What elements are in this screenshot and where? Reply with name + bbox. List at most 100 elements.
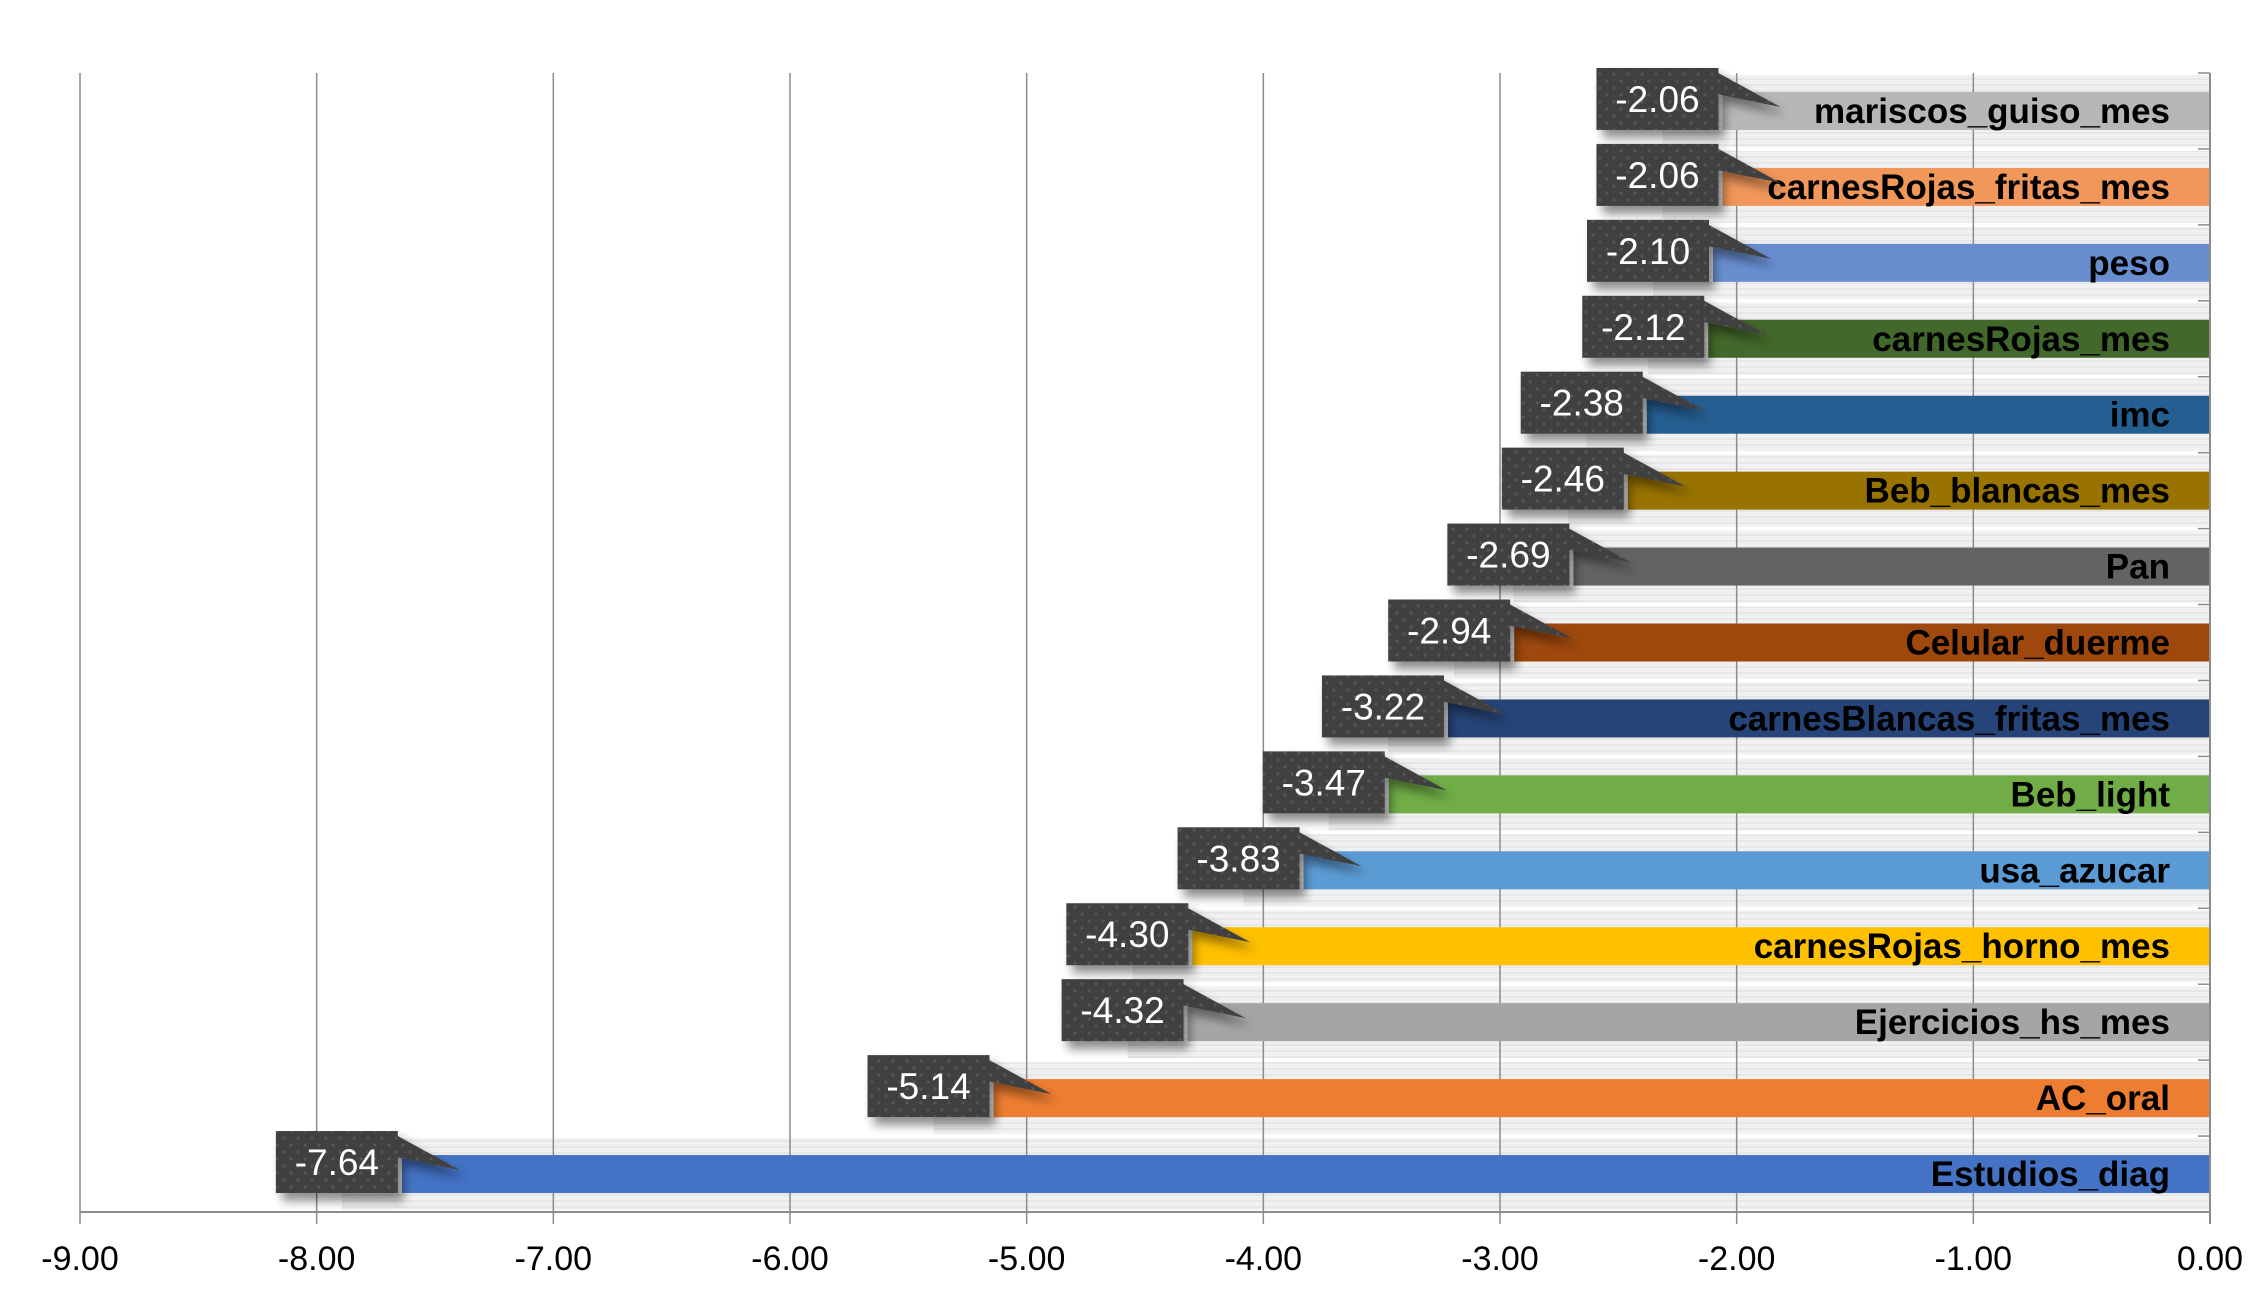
value-label: -7.64	[295, 1142, 379, 1183]
value-callout: -2.12	[1582, 295, 1767, 358]
callout-pointer	[1508, 603, 1573, 639]
value-label: -3.83	[1196, 838, 1280, 879]
bar	[1627, 471, 2210, 510]
category-label: carnesRojas_horno_mes	[1754, 927, 2170, 966]
callout-box	[1596, 143, 1719, 206]
callout-pointer	[395, 1135, 460, 1171]
x-axis-tick-labels: -9.00 -8.00 -7.00 -6.00 -5.00 -4.00 -3.00 -2.00…	[41, 1240, 2243, 1278]
value-label: -2.06	[1615, 79, 1699, 120]
category-label: Celular_duerme	[1905, 624, 2170, 663]
bar	[401, 1155, 2210, 1194]
category-label: carnesRojas_mes	[1872, 320, 2170, 359]
axes	[79, 72, 2211, 1224]
value-label: -4.32	[1080, 990, 1164, 1031]
x-tick-label: -1.00	[1935, 1240, 2013, 1278]
callout-box	[1520, 371, 1643, 434]
value-callout: -2.69	[1447, 523, 1632, 586]
x-tick-label: -7.00	[515, 1240, 593, 1278]
callout-box	[275, 1131, 398, 1194]
callout-pointer	[1567, 527, 1632, 563]
value-callout: -3.22	[1321, 675, 1506, 738]
callout-pointer	[1297, 831, 1362, 867]
x-tick-label: -5.00	[988, 1240, 1066, 1278]
value-callout: -2.38	[1520, 371, 1705, 434]
callout-pointer	[1441, 679, 1506, 715]
x-tick-label: -4.00	[1225, 1240, 1303, 1278]
category-label: carnesBlancas_fritas_mes	[1728, 699, 2170, 738]
value-callout: -3.47	[1262, 751, 1447, 814]
callout-box	[1596, 67, 1719, 130]
bar	[1192, 927, 2210, 966]
callout-pointer	[987, 1059, 1052, 1095]
callout-pointer	[1186, 907, 1251, 943]
x-tick-label: -8.00	[278, 1240, 356, 1278]
bar	[1722, 167, 2210, 206]
x-tick-label: -3.00	[1461, 1240, 1539, 1278]
value-label: -3.47	[1282, 762, 1366, 803]
callout-pointer	[1716, 71, 1781, 107]
bar	[1646, 395, 2210, 434]
callout-pointer	[1640, 375, 1705, 411]
bar	[1514, 623, 2210, 662]
category-label: Beb_blancas_mes	[1865, 472, 2170, 511]
bar	[1573, 547, 2210, 586]
value-label: -2.12	[1601, 307, 1685, 348]
callout-box	[1501, 447, 1624, 510]
category-label: Beb_light	[2011, 775, 2171, 814]
value-callout: -4.30	[1066, 903, 1251, 966]
category-label: AC_oral	[2036, 1079, 2170, 1118]
value-callout: -2.06	[1596, 67, 1781, 130]
category-label: imc	[2110, 396, 2170, 435]
callout-pointer	[1621, 451, 1686, 487]
value-labels-layer: -2.06 -2.06 -2.10 -2.12 -2.38 -2.46 -2.69 -2.94…	[275, 67, 1781, 1194]
bars-layer: mariscos_guiso_mes carnesRojas_fritas_mes…	[401, 91, 2210, 1194]
callout-box	[1262, 751, 1385, 814]
category-label: mariscos_guiso_mes	[1814, 92, 2170, 131]
callout-box	[867, 1055, 990, 1118]
bar	[1447, 699, 2210, 738]
callout-box	[1177, 827, 1300, 890]
bar	[993, 1079, 2210, 1118]
x-tick-label: -2.00	[1698, 1240, 1776, 1278]
bar	[1388, 775, 2210, 814]
value-callout: -5.14	[867, 1055, 1052, 1118]
bar	[1187, 1003, 2210, 1042]
callout-box	[1447, 523, 1570, 586]
callout-box	[1321, 675, 1444, 738]
callout-pointer	[1716, 147, 1781, 183]
callout-box	[1582, 295, 1705, 358]
value-label: -5.14	[886, 1066, 970, 1107]
bar	[1708, 319, 2210, 358]
value-label: -2.10	[1606, 231, 1690, 272]
category-label: carnesRojas_fritas_mes	[1767, 168, 2170, 207]
value-callout: -2.94	[1388, 599, 1573, 662]
value-callout: -2.10	[1587, 219, 1771, 282]
value-callout: -2.06	[1596, 143, 1781, 206]
callout-box	[1388, 599, 1511, 662]
category-label: Estudios_diag	[1931, 1155, 2170, 1194]
callout-box	[1066, 903, 1189, 966]
callout-box	[1061, 979, 1184, 1042]
value-label: -2.46	[1521, 459, 1605, 500]
value-callout: -3.83	[1177, 827, 1362, 890]
callout-box	[1587, 219, 1709, 282]
callout-pointer	[1181, 983, 1246, 1019]
x-tick-label: -9.00	[41, 1240, 119, 1278]
x-tick-label: -6.00	[751, 1240, 829, 1278]
callout-pointer	[1702, 299, 1767, 335]
value-label: -4.30	[1085, 914, 1169, 955]
value-label: -2.38	[1540, 383, 1624, 424]
category-label: usa_azucar	[1979, 851, 2170, 890]
bar	[1713, 243, 2210, 282]
value-label: -3.22	[1341, 686, 1425, 727]
value-label: -2.06	[1615, 155, 1699, 196]
value-label: -2.94	[1407, 611, 1491, 652]
value-callout: -7.64	[275, 1131, 460, 1194]
category-label: Pan	[2106, 548, 2170, 587]
value-callout: -4.32	[1061, 979, 1246, 1042]
callout-pointer	[1382, 755, 1447, 791]
bar	[1722, 91, 2210, 130]
callout-pointer	[1707, 223, 1771, 259]
x-tick-label: 0.00	[2177, 1240, 2243, 1278]
